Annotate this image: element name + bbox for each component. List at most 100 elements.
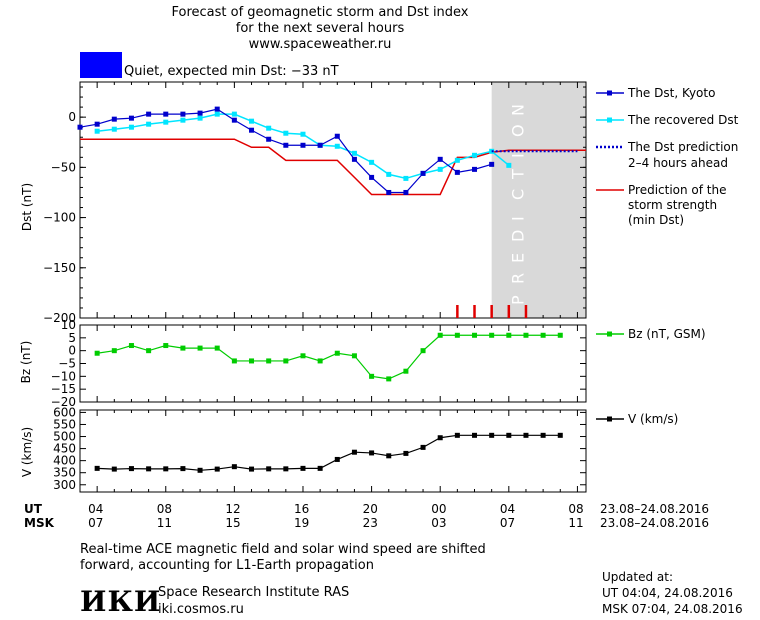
time-tick-label: 16 <box>293 502 310 516</box>
data-point <box>386 171 392 177</box>
data-point <box>214 466 220 472</box>
data-point <box>506 432 512 438</box>
data-point <box>506 162 512 168</box>
date-range-msk: 23.08–24.08.2016 <box>600 516 710 530</box>
legend-prediction-2: 2–4 hours ahead <box>628 156 728 170</box>
data-point <box>386 376 392 382</box>
prediction-label-char: O <box>509 124 528 137</box>
ut-axis-label: UT <box>24 502 42 516</box>
y-tick-label: −5 <box>58 357 76 371</box>
time-tick-label: 03 <box>431 516 447 530</box>
data-point <box>283 130 289 136</box>
data-point <box>163 343 169 349</box>
status-color-swatch <box>80 52 122 78</box>
data-point <box>351 150 357 156</box>
y-tick-label: 400 <box>53 454 76 468</box>
prediction-label-char: E <box>509 253 528 263</box>
data-point <box>249 127 255 133</box>
data-point <box>266 358 272 364</box>
data-point <box>163 111 169 117</box>
y-tick-label: −50 <box>51 160 76 174</box>
data-point <box>214 106 220 112</box>
prediction-label-char: N <box>509 104 528 116</box>
data-point <box>111 348 117 354</box>
time-tick-label: 04 <box>88 502 104 516</box>
time-tick-label: 23 <box>362 516 378 530</box>
y-tick-label: −100 <box>43 211 76 225</box>
time-tick-label: 11 <box>568 516 584 530</box>
y-tick-label: 300 <box>53 478 76 492</box>
data-point <box>540 432 546 438</box>
legend-group <box>596 90 624 422</box>
data-point <box>506 332 512 338</box>
data-point <box>420 170 426 176</box>
data-point <box>403 450 409 456</box>
data-point <box>489 332 495 338</box>
data-point <box>266 466 272 472</box>
footer-note-1: Real-time ACE magnetic field and solar w… <box>80 542 486 557</box>
data-point <box>249 466 255 472</box>
legend-dst-kyoto: The Dst, Kyoto <box>628 86 716 100</box>
data-point <box>369 450 375 456</box>
data-point <box>283 466 289 472</box>
y-tick-label: −20 <box>51 395 76 409</box>
institute-name: Space Research Institute RAS <box>158 585 350 600</box>
data-point <box>231 358 237 364</box>
date-range-ut: 23.08–24.08.2016 <box>600 502 710 516</box>
data-point <box>454 432 460 438</box>
data-point <box>180 466 186 472</box>
data-point <box>163 466 169 472</box>
y-tick-label: −200 <box>43 311 76 325</box>
time-tick-label: 04 <box>499 502 516 516</box>
data-point <box>197 110 203 116</box>
updated-msk: MSK 07:04, 24.08.2016 <box>602 602 743 616</box>
data-point <box>489 432 495 438</box>
data-point <box>197 115 203 121</box>
data-point <box>214 345 220 351</box>
data-point <box>111 116 117 122</box>
data-point <box>146 348 152 354</box>
data-point <box>351 353 357 359</box>
data-point <box>472 332 478 338</box>
legend-v: V (km/s) <box>628 412 679 426</box>
y-tick-label: 600 <box>53 405 76 419</box>
data-point <box>300 142 306 148</box>
data-point <box>111 466 117 472</box>
dst-axis-label: Dst (nT) <box>20 182 34 232</box>
y-tick-label: −150 <box>43 261 76 275</box>
legend-storm-2: storm strength <box>628 198 718 212</box>
data-point <box>300 465 306 471</box>
panel-frame <box>79 409 587 493</box>
data-point <box>420 444 426 450</box>
v-axis-label: V (km/s) <box>20 426 34 478</box>
time-tick-label: 12 <box>225 502 241 516</box>
prediction-label-char: I <box>509 153 528 158</box>
data-point <box>523 432 529 438</box>
data-point <box>266 125 272 131</box>
data-point <box>180 111 186 117</box>
data-point <box>111 126 117 132</box>
series-line <box>80 138 586 196</box>
legend-bz: Bz (nT, GSM) <box>628 327 706 341</box>
data-point <box>403 368 409 374</box>
data-point <box>334 350 340 356</box>
legend-recovered: The recovered Dst <box>628 113 739 127</box>
data-point <box>94 121 100 127</box>
time-tick-label: 07 <box>88 516 104 530</box>
data-point <box>94 350 100 356</box>
data-point <box>128 115 134 121</box>
panel-frame <box>79 81 587 319</box>
time-tick-label: 19 <box>293 516 310 530</box>
data-point <box>437 156 443 162</box>
footer-note-2: forward, accounting for L1-Earth propaga… <box>80 558 374 573</box>
prediction-zone <box>491 82 586 318</box>
prediction-label-char: I <box>509 216 528 221</box>
legend-prediction-1: The Dst prediction <box>628 140 739 154</box>
status-text: Quiet, expected min Dst: −33 nT <box>124 64 339 79</box>
data-point <box>369 373 375 379</box>
data-point <box>300 131 306 137</box>
data-point <box>317 358 323 364</box>
data-point <box>197 345 203 351</box>
data-point <box>489 161 495 167</box>
data-point <box>128 124 134 130</box>
